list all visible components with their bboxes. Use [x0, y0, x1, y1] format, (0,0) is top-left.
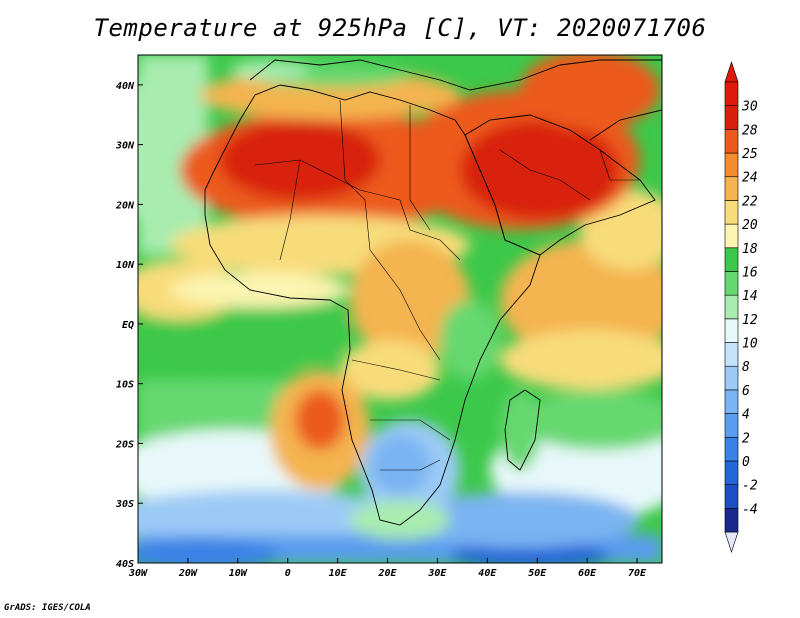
colorbar-label: -4 [742, 502, 758, 517]
colorbar-swatch [724, 365, 739, 391]
colorbar-label: 12 [742, 313, 758, 328]
colorbar-swatch [724, 200, 739, 225]
lon-tick-label: 40E [478, 568, 497, 579]
lon-tick-label: 60E [578, 568, 597, 579]
colorbar-swatch [724, 294, 739, 320]
lon-tick-label: 50E [528, 568, 547, 579]
axis-ticks: 30W 20W 10W 0 10E 20E 30E 40E 50E 60E 70E 40N 30N 20N… [115, 81, 647, 579]
lon-tick-label: 10E [329, 568, 348, 579]
colorbar-label: 6 [742, 384, 750, 399]
lat-tick-label: 20N [115, 200, 135, 211]
lon-tick-label: 30W [128, 568, 148, 579]
colorbar-label: 10 [742, 337, 758, 352]
colorbar-swatch [724, 176, 739, 201]
colorbar-label: 30 [741, 100, 758, 115]
colorbar-swatch [724, 105, 739, 130]
colorbar-label: 28 [742, 123, 758, 138]
lat-tick-label: 40N [116, 81, 135, 92]
lat-tick-label: EQ [122, 320, 134, 331]
arabia-outline [464, 114, 656, 256]
colorbar-label: 2 [742, 431, 750, 446]
colorbar-swatch [724, 460, 739, 485]
madagascar-outline [504, 389, 541, 471]
colorbar-swatch [724, 247, 739, 272]
asia-coast [589, 109, 662, 141]
grads-credit: GrADS: IGES/COLA [4, 603, 91, 613]
europe-coast [249, 59, 662, 91]
colorbar-swatch [724, 152, 739, 178]
colorbar-label: 24 [742, 171, 758, 186]
colorbar-swatch [724, 271, 739, 296]
colorbar-under-triangle [724, 531, 739, 553]
colorbar-swatch [724, 223, 739, 249]
colorbar-swatch [724, 413, 739, 438]
colorbar-label: 22 [742, 194, 758, 209]
coastlines [204, 59, 662, 526]
colorbar-swatch [724, 129, 739, 154]
colorbar-swatch [724, 484, 739, 509]
colorbar-swatch [724, 508, 739, 533]
country-borders [254, 99, 640, 471]
lon-tick-label: 20W [178, 568, 198, 579]
map-title: Temperature at 925hPa [C], VT: 202007170… [93, 14, 707, 42]
lon-tick-label: 10W [229, 568, 248, 579]
colorbar-label: 0 [742, 455, 750, 470]
colorbar-label: 25 [742, 147, 758, 162]
africa-outline [204, 84, 541, 526]
lon-tick-label: 0 [285, 568, 291, 579]
colorbar-swatch [724, 389, 739, 414]
temperature-field [138, 55, 662, 563]
colorbar-swatch [724, 436, 739, 462]
lon-tick-label: 20E [377, 568, 397, 579]
lat-tick-label: 10N [116, 260, 135, 271]
colorbar-label: 4 [742, 408, 750, 423]
colorbar-swatch [724, 81, 739, 106]
colorbar-swatch [724, 318, 739, 343]
lat-tick-label: 40S [116, 559, 134, 570]
plot-frame [137, 54, 663, 564]
lat-tick-label: 30N [115, 141, 135, 152]
colorbar-label: 18 [742, 242, 758, 257]
lat-tick-label: 20S [115, 439, 134, 450]
colorbar-over-triangle [724, 61, 739, 83]
lon-tick-label: 30E [427, 568, 447, 579]
colorbar-label: 14 [742, 289, 758, 304]
lon-tick-label: 70E [628, 568, 647, 579]
colorbar-label: 8 [742, 360, 750, 375]
colorbar-swatch [724, 342, 739, 367]
colorbar-label: 16 [742, 265, 758, 280]
colorbar-label: 20 [742, 218, 758, 233]
lat-tick-label: 30S [115, 499, 134, 510]
colorbar-label: -2 [742, 479, 758, 494]
lat-tick-label: 10S [116, 380, 134, 391]
